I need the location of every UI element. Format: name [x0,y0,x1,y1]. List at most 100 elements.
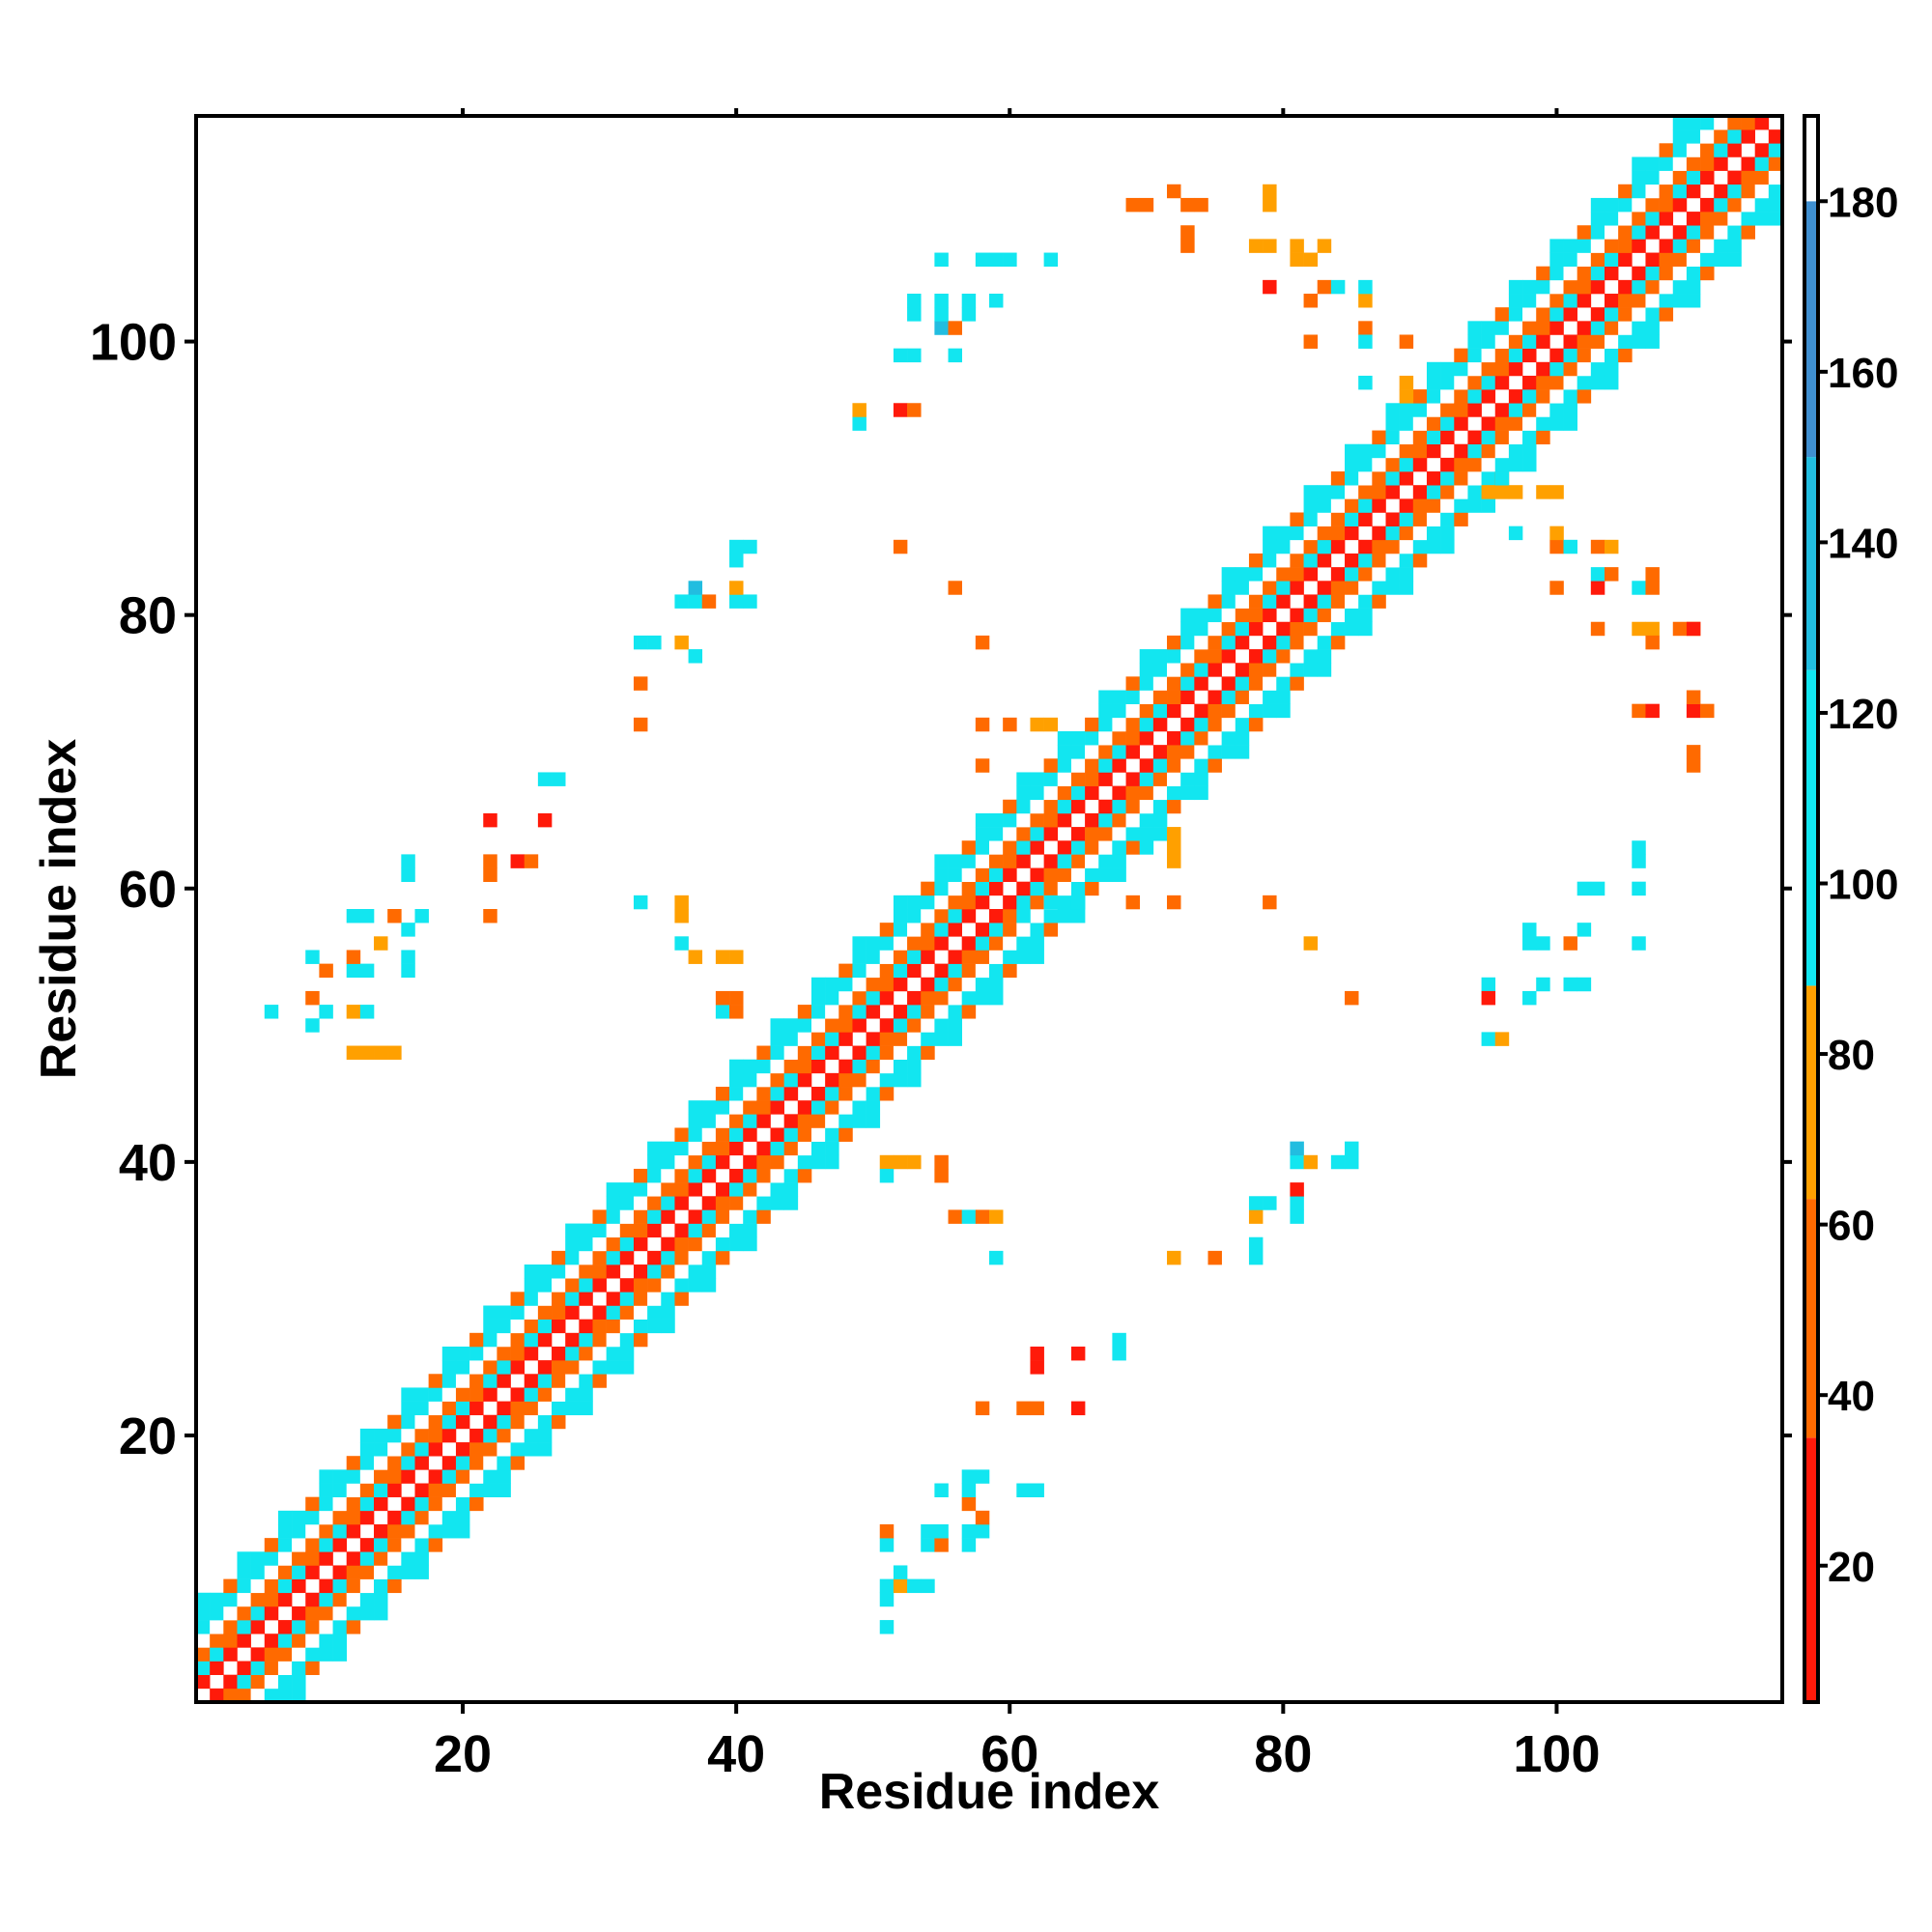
heatmap-cell [1016,827,1031,841]
heatmap-cell [743,594,757,609]
heatmap-cell [1549,321,1564,335]
heatmap-cell [619,1278,635,1293]
heatmap-cell [1016,772,1031,786]
heatmap-cell [1536,266,1550,281]
heatmap-cell [647,1250,662,1265]
heatmap-cell [961,950,977,964]
heatmap-cell [332,1634,348,1648]
heatmap-cell [483,1332,497,1348]
heatmap-cell [223,1592,238,1607]
heatmap-cell [810,1018,826,1033]
heatmap-cell [825,1005,839,1019]
heatmap-cell [1208,608,1222,623]
heatmap-cell [469,1496,484,1512]
heatmap-cell [1194,785,1208,801]
heatmap-cell [810,1059,826,1074]
heatmap-cell [1494,307,1510,322]
heatmap-cell [838,1059,853,1074]
heatmap-cell [483,1319,497,1334]
heatmap-cell [1659,212,1674,226]
heatmap-cell [1645,581,1660,595]
heatmap-cell [633,1236,648,1252]
heatmap-cell [961,963,977,979]
heatmap-cell [1372,567,1386,582]
heatmap-cell [1508,321,1523,335]
heatmap-cell [1563,403,1577,417]
heatmap-cell [374,1496,388,1512]
heatmap-cell [1399,334,1414,349]
colorbar-tick-label: 40 [1828,1373,1875,1420]
heatmap-cell [934,1018,949,1033]
heatmap-cell [497,1319,511,1334]
heatmap-cell [1659,197,1674,213]
heatmap-cell [729,950,744,964]
heatmap-cell [359,1045,375,1061]
heatmap-cell [674,1223,689,1238]
heatmap-cell [1454,416,1468,431]
heatmap-cell [893,895,908,910]
heatmap-cell [1003,252,1017,268]
heatmap-cell [1714,116,1728,130]
heatmap-cell [1317,485,1332,499]
y-tick-label: 40 [119,1134,177,1192]
heatmap-cell [1030,1483,1044,1497]
heatmap-cell [934,909,949,923]
heatmap-cell [483,1442,497,1457]
heatmap-cell [1003,867,1017,882]
heatmap-cell [989,1250,1004,1265]
heatmap-cell [359,1469,375,1484]
heatmap-cell [1030,1360,1044,1375]
heatmap-cell [1563,977,1577,992]
heatmap-cell [797,1072,812,1088]
heatmap-cell [1098,799,1113,814]
heatmap-cell [1098,867,1113,882]
heatmap-cell [1672,621,1688,637]
heatmap-cell [1112,730,1126,746]
heatmap-cell [1016,881,1031,896]
heatmap-cell [961,881,977,896]
heatmap-cell [989,990,1004,1006]
heatmap-cell [483,1428,497,1443]
heatmap-cell [825,1018,839,1033]
heatmap-cell [1522,416,1537,431]
heatmap-cell [934,1483,949,1497]
heatmap-cell [305,1510,320,1525]
heatmap-cell [1412,416,1428,431]
heatmap-cell [701,1168,717,1183]
heatmap-cell [1632,156,1646,171]
heatmap-cell [1098,745,1113,759]
heatmap-cell [893,1154,908,1170]
plot-frame [194,114,1784,1704]
colorbar-frame [1803,114,1820,1704]
heatmap-cell [1741,116,1755,130]
heatmap-cell [1221,717,1236,732]
heatmap-cell [825,990,839,1006]
heatmap-cell [537,1305,553,1320]
heatmap-cell [674,1168,689,1183]
heatmap-cell [1098,840,1113,855]
heatmap-cell [223,1578,238,1594]
heatmap-cell [1481,389,1496,404]
heatmap-cell [1508,279,1523,295]
heatmap-cell [537,1387,553,1402]
heatmap-cell [961,1496,977,1512]
heatmap-cell [907,1032,922,1046]
heatmap-cell [1248,717,1264,732]
heatmap-cell [469,1469,484,1484]
heatmap-cell [277,1688,293,1703]
heatmap-cell [1590,881,1605,896]
heatmap-cell [1303,512,1319,526]
heatmap-cell [1727,170,1742,185]
heatmap-cell [1043,772,1059,786]
heatmap-cell [579,1223,593,1238]
heatmap-cell [879,1018,895,1033]
heatmap-cell [1741,212,1755,226]
heatmap-cell [510,1332,526,1348]
heatmap-cell [688,1182,703,1197]
heatmap-cell [414,1401,429,1416]
heatmap-cell [1632,294,1646,308]
heatmap-cell [1263,581,1277,595]
heatmap-cell [1727,252,1742,268]
heatmap-cell [497,1483,511,1497]
heatmap-cell [975,1510,990,1525]
